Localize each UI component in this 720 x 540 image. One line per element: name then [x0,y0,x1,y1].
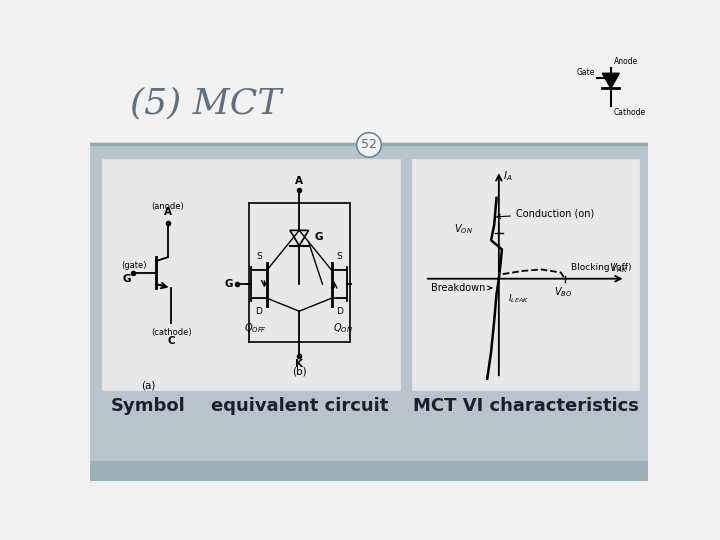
Bar [90,65,648,143]
Bar [90,461,648,481]
Text: S: S [337,252,343,261]
Text: (5) MCT: (5) MCT [130,86,282,120]
Text: equivalent circuit: equivalent circuit [210,397,388,415]
Text: 52: 52 [361,138,377,151]
Text: C: C [168,336,175,346]
Text: (b): (b) [292,367,307,376]
Text: $I_A$: $I_A$ [503,168,512,183]
Text: (anode): (anode) [151,202,184,211]
Text: Conduction (on): Conduction (on) [497,208,594,219]
Text: D: D [256,307,262,316]
Text: $V_{ON}$: $V_{ON}$ [454,222,473,235]
Polygon shape [602,73,619,88]
Bar [90,143,648,461]
Text: $V_{BO}$: $V_{BO}$ [554,285,572,299]
Text: D: D [336,307,343,316]
Text: Symbol: Symbol [111,397,186,415]
Text: $V_{AK}$: $V_{AK}$ [609,261,629,275]
Text: Breakdown: Breakdown [431,283,492,293]
Text: (cathode): (cathode) [151,328,192,337]
Text: (a): (a) [141,381,156,390]
Text: A: A [163,207,171,217]
Text: $Q_{OFF}$: $Q_{OFF}$ [243,321,266,335]
Text: A: A [295,177,303,186]
Text: Anode: Anode [614,57,638,66]
Circle shape [358,134,380,156]
Bar [412,159,639,390]
Text: G: G [122,274,131,284]
Text: K: K [295,359,303,369]
Bar [90,143,648,145]
Text: (gate): (gate) [121,260,146,269]
Text: S: S [256,252,262,261]
Text: Gate: Gate [577,68,595,77]
Text: Blocking (off): Blocking (off) [571,262,631,272]
Text: $Q_{ON}$: $Q_{ON}$ [333,321,354,335]
Text: G: G [225,279,233,289]
Text: $I_{LEAK}$: $I_{LEAK}$ [508,293,528,305]
Text: Cathode: Cathode [614,108,646,117]
Text: MCT VI characteristics: MCT VI characteristics [413,397,639,415]
Circle shape [356,132,382,157]
Text: G: G [315,232,323,241]
Bar [102,159,400,390]
